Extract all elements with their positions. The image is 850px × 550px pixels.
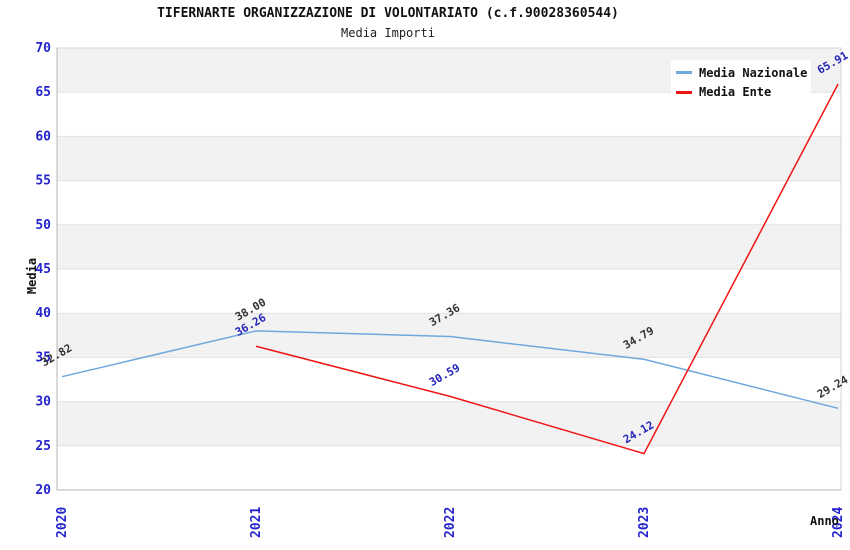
y-tick-label: 20 [35,483,51,498]
chart-subtitle: Media Importi [341,26,435,40]
y-tick-label: 25 [35,439,51,454]
legend-line-swatch-ente [676,90,692,94]
plot-band [57,313,841,358]
y-tick-label: 35 [35,350,51,365]
data-label: 29.24 [815,373,850,401]
legend-line-swatch-nazionale [676,71,692,75]
y-tick-label: 30 [35,395,51,410]
legend: Media Nazionale Media Ente [671,60,811,105]
y-tick-label: 40 [35,306,51,321]
plot-band [57,136,841,181]
plot-band [57,401,841,446]
legend-item-media-nazionale: Media Nazionale [676,66,811,80]
legend-label: Media Ente [699,85,772,100]
legend-item-media-ente: Media Ente [676,85,811,99]
legend-label: Media Nazionale [699,65,808,80]
y-tick-label: 65 [35,85,51,100]
y-tick-label: 70 [35,41,51,56]
x-axis-title: Anno [810,514,839,528]
y-axis-title: Media [25,257,40,295]
y-tick-label: 50 [35,218,51,233]
y-tick-label: 60 [35,129,51,144]
series-line-media-nazionale [61,330,839,410]
x-tick-label: 2020 [55,507,70,538]
x-tick-label: 2021 [249,507,264,538]
y-tick-label: 45 [35,262,51,277]
data-label: 30.59 [427,361,462,389]
chart-title: TIFERNARTE ORGANIZZAZIONE DI VOLONTARIAT… [157,6,619,21]
x-tick-label: 2024 [831,507,846,538]
y-tick-label: 55 [35,174,51,189]
plot-band [57,224,841,269]
series-line-media-ente [255,83,839,455]
x-tick-label: 2022 [443,507,458,538]
x-tick-label: 2023 [637,507,652,538]
